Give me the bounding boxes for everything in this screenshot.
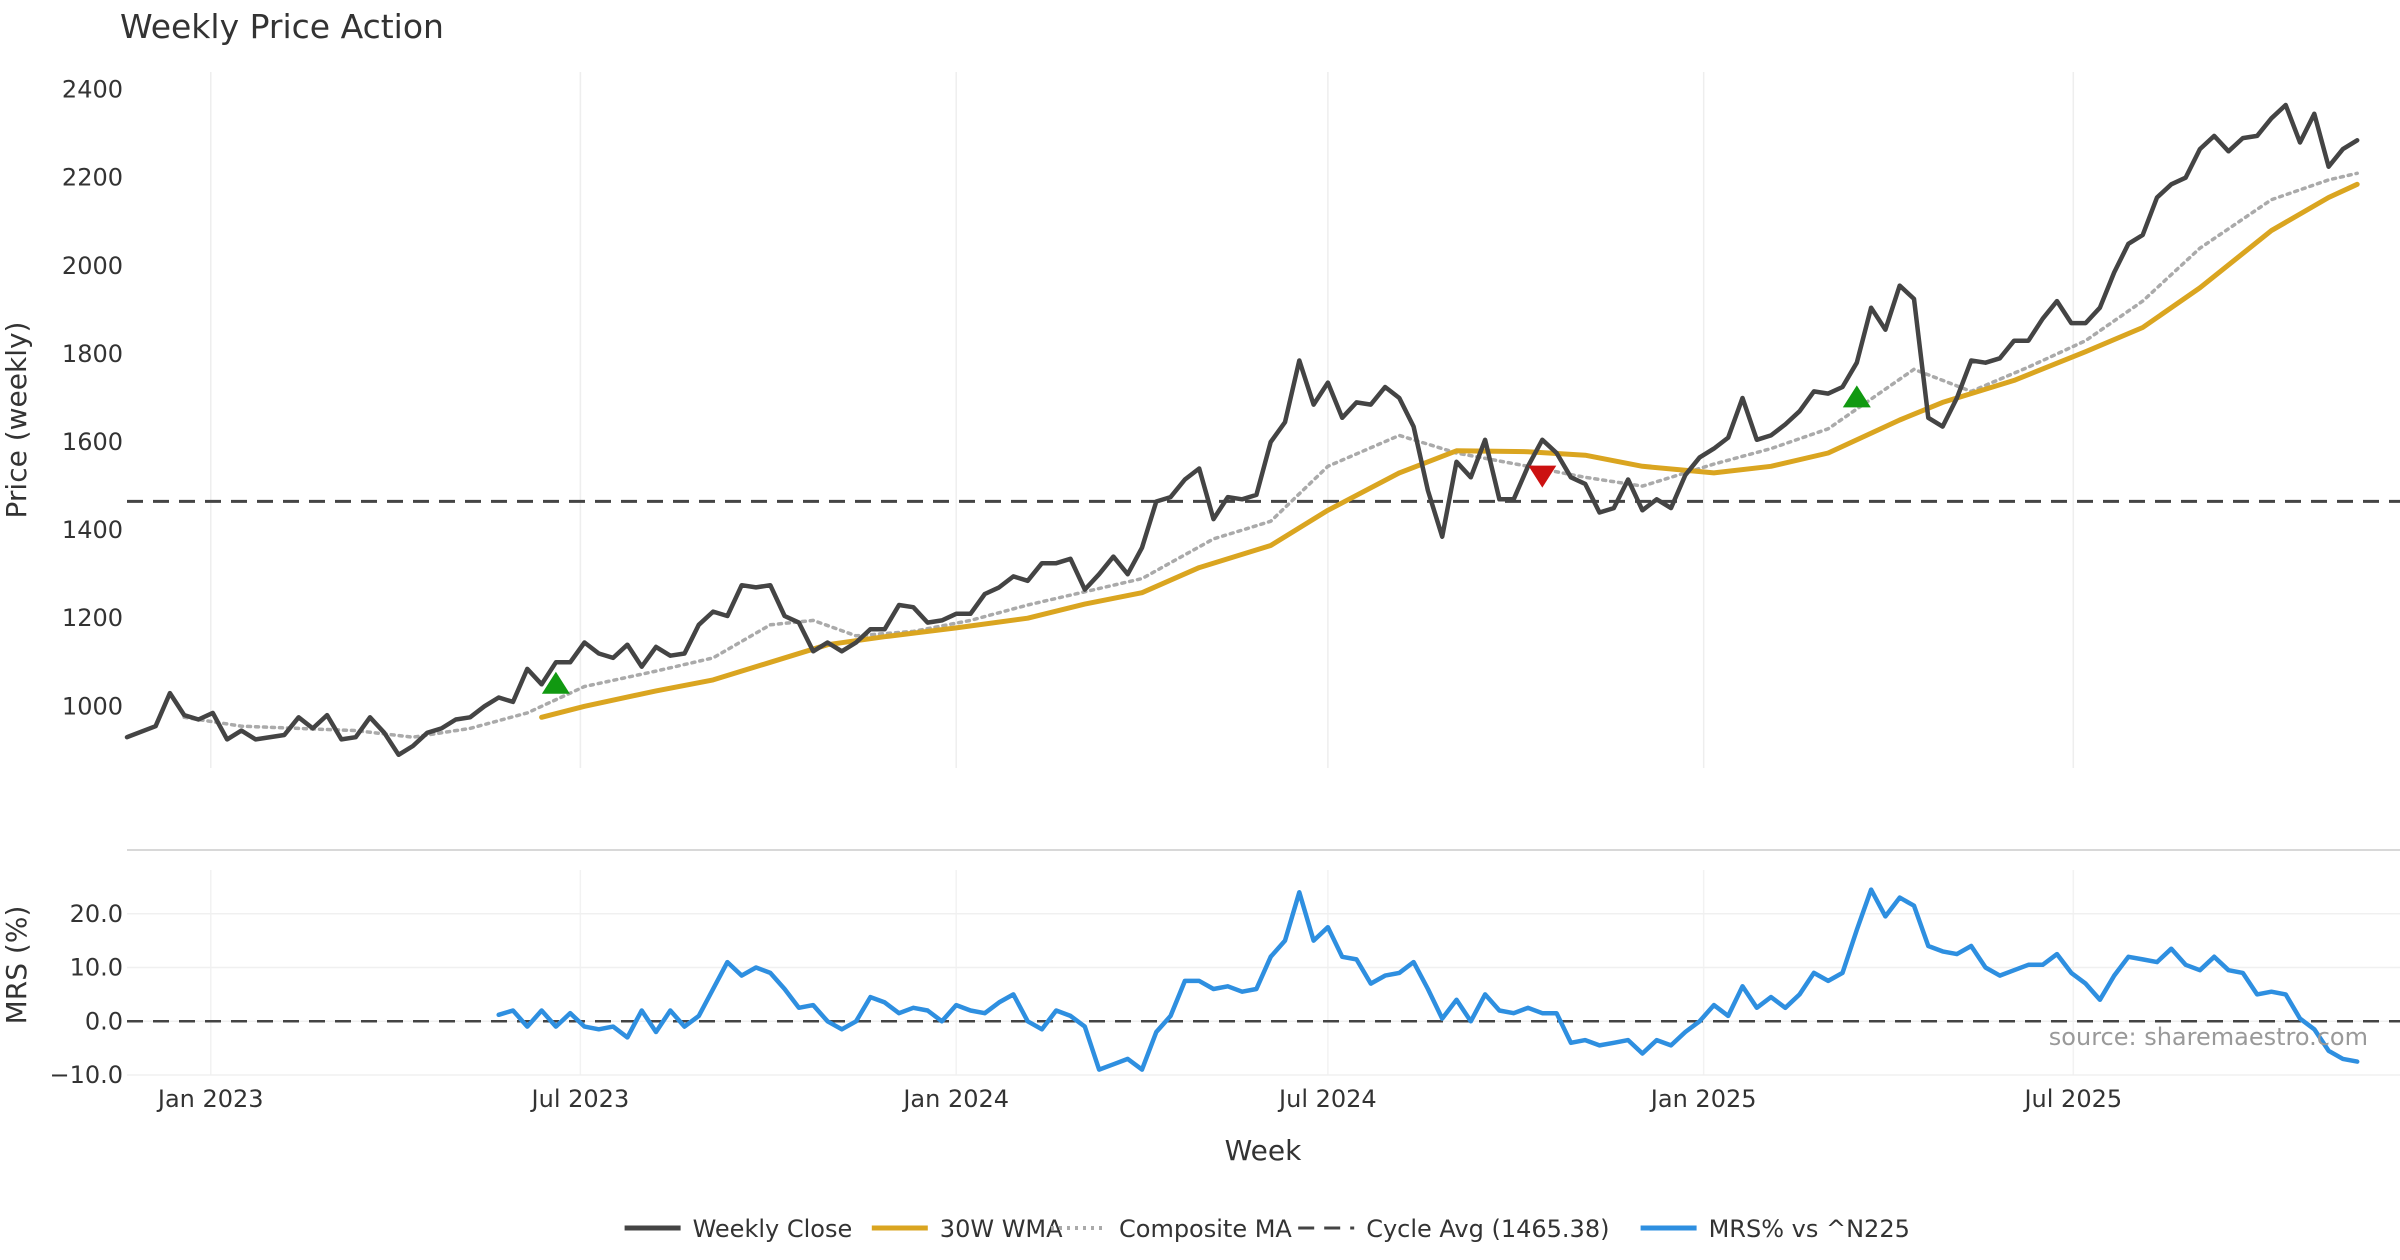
price-y-tick-label: 2200 [62,164,123,192]
x-axis: Jan 2023 Jul 2023 Jan 2024 Jul 2024 Jan 2025… [156,1085,2122,1113]
price-y-tick-label: 1800 [62,340,123,368]
price-y-tick-label: 2000 [62,252,123,280]
price-y-tick-label: 1200 [62,604,123,632]
buy-signal-marker [1842,385,1871,408]
price-panel-series [124,102,2400,758]
x-tick-label: Jul 2024 [1277,1085,1377,1113]
chart-title: Weekly Price Action [120,7,444,46]
mrs-y-tick-label: 20.0 [70,900,123,928]
legend-label: MRS% vs ^N225 [1709,1215,1910,1243]
x-tick-label: Jan 2024 [901,1085,1009,1113]
price-y-tick-label: 2400 [62,76,123,104]
price-y-axis-title: Price (weekly) [0,322,33,519]
price-y-tick-label: 1000 [62,692,123,720]
x-tick-label: Jul 2025 [2022,1085,2122,1113]
mrs-y-tick-label: 0.0 [85,1007,123,1035]
x-tick-label: Jan 2023 [156,1085,264,1113]
legend: Weekly Close 30W WMA Composite MA Cycle Avg… [624,1215,1910,1243]
price-y-axis: 1000 1200 1400 1600 1800 2000 2200 2400 [62,76,123,721]
mrs-y-tick-label: 10.0 [70,954,123,982]
x-tick-label: Jul 2023 [530,1085,630,1113]
mrs-panel-series [127,887,2400,1072]
price-y-tick-label: 1600 [62,428,123,456]
legend-item-30w-wma: 30W WMA [871,1215,1063,1243]
legend-item-cycle-avg-1465-38: Cycle Avg (1465.38) [1298,1215,1609,1243]
buy-signal-marker [541,671,570,694]
mrs-y-tick-label: −10.0 [49,1061,123,1089]
series-mrs-vs-n225 [496,887,2360,1072]
price-panel-grid [209,72,2075,768]
legend-item-weekly-close: Weekly Close [624,1215,853,1243]
legend-label: Cycle Avg (1465.38) [1366,1215,1609,1243]
legend-item-mrs-vs-n225: MRS% vs ^N225 [1640,1215,1910,1243]
x-axis-title: Week [1225,1134,1302,1167]
mrs-y-axis: 20.0 10.0 0.0 −10.0 [49,900,123,1089]
source-note: source: sharemaestro.com [2049,1023,2368,1051]
price-y-tick-label: 1400 [62,516,123,544]
x-tick-label: Jan 2025 [1649,1085,1757,1113]
legend-item-composite-ma: Composite MA [1051,1215,1292,1243]
series-weekly-close [124,102,2360,758]
legend-label: Composite MA [1119,1215,1292,1243]
legend-label: 30W WMA [940,1215,1063,1243]
mrs-y-axis-title: MRS (%) [0,906,33,1025]
legend-label: Weekly Close [693,1215,853,1243]
sell-signal-marker [1528,465,1557,488]
series-composite-ma [182,171,2359,739]
